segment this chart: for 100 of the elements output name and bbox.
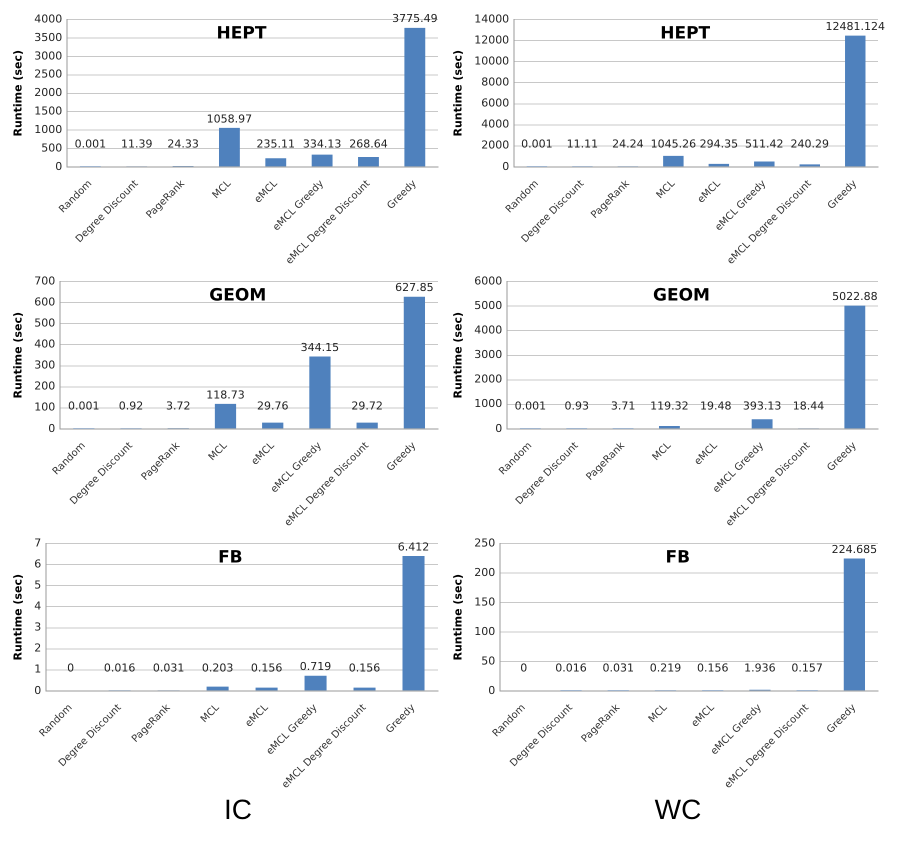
data-label: 5022.88 (832, 290, 878, 303)
y-tick-label: 150 (474, 595, 496, 608)
chart-title: GEOM (209, 286, 266, 306)
bar (358, 157, 379, 166)
bar (312, 154, 333, 166)
y-tick-label: 600 (34, 296, 56, 309)
data-label: 6.412 (398, 540, 430, 554)
y-tick-label: 2000 (481, 138, 510, 152)
y-tick-label: 3 (34, 620, 42, 634)
data-label: 18.44 (792, 399, 824, 412)
x-tick-label: MCL (198, 702, 222, 726)
data-label: 0 (520, 661, 528, 674)
data-label: 118.73 (206, 388, 245, 402)
data-label: 240.29 (790, 137, 830, 150)
text: WC (654, 794, 702, 826)
bar (356, 422, 378, 428)
x-tick-label: MCL (206, 440, 230, 464)
y-tick-label: 7 (34, 536, 42, 550)
bar (214, 404, 236, 428)
y-tick-label: 0 (55, 160, 62, 173)
data-label: 3.72 (166, 399, 191, 412)
bar (218, 128, 240, 166)
data-label: 0.016 (555, 661, 587, 674)
bar (754, 162, 775, 166)
chart-title: HEPT (660, 24, 711, 44)
y-tick-label: 0 (48, 422, 56, 435)
y-tick-label: 14000 (474, 12, 510, 26)
text: IC (223, 794, 253, 826)
y-tick-label: 6000 (481, 96, 510, 110)
y-tick-label: 5000 (474, 299, 502, 312)
y-axis-title: Runtime (sec) (451, 312, 464, 399)
data-label: 3.71 (610, 399, 636, 412)
bar (658, 426, 680, 428)
y-tick-label: 3500 (34, 30, 62, 44)
data-label: 511.42 (745, 137, 784, 150)
y-tick-label: 200 (34, 380, 56, 393)
data-label: 0.001 (74, 137, 106, 150)
data-label: 0.156 (250, 661, 282, 674)
data-label: 12481.124 (826, 20, 886, 33)
y-tick-label: 4000 (481, 118, 510, 131)
data-label: 24.24 (612, 137, 644, 150)
data-label: 11.11 (566, 137, 598, 150)
bar (402, 556, 425, 690)
data-label: 0 (67, 661, 74, 674)
bar (354, 688, 376, 690)
y-tick-label: 250 (474, 536, 496, 550)
y-tick-label: 200 (474, 566, 496, 579)
data-label: 344.15 (300, 340, 340, 354)
data-label: 0.016 (104, 661, 136, 674)
y-tick-label: 0 (488, 684, 496, 697)
data-label: 0.92 (118, 399, 144, 412)
y-tick-label: 400 (34, 338, 56, 351)
y-tick-label: 2 (34, 642, 42, 655)
x-tick-label: MCL (646, 702, 670, 726)
data-label: 0.157 (791, 661, 823, 674)
data-label: 235.11 (256, 137, 296, 150)
y-tick-label: 8000 (481, 76, 510, 89)
y-tick-label: 1000 (474, 397, 502, 410)
data-label: 29.76 (256, 399, 288, 412)
y-axis-title: Runtime (sec) (11, 312, 24, 399)
y-tick-label: 1000 (34, 122, 62, 136)
data-label: 224.685 (832, 542, 878, 556)
data-label: 11.39 (120, 137, 152, 150)
chart-title: FB (218, 548, 243, 568)
y-tick-label: 4000 (34, 12, 62, 26)
chart-title: GEOM (653, 286, 710, 306)
bar (663, 156, 684, 166)
bar (265, 158, 286, 166)
x-tick-label: MCL (210, 178, 234, 202)
y-tick-label: 4 (34, 600, 42, 613)
chart-title: FB (665, 548, 690, 568)
y-tick-label: 100 (34, 400, 56, 414)
x-tick-label: MCL (650, 440, 674, 464)
bar (844, 306, 866, 428)
bar (304, 676, 327, 690)
data-label: 0.031 (602, 661, 634, 674)
y-tick-label: 0 (34, 684, 42, 697)
y-tick-label: 1 (34, 662, 42, 676)
data-label: 29.72 (351, 399, 383, 412)
y-tick-label: 6 (34, 558, 42, 571)
y-tick-label: 100 (474, 624, 496, 638)
y-axis-title: Runtime (sec) (451, 574, 464, 661)
data-label: 1058.97 (206, 112, 252, 126)
bar (844, 558, 866, 690)
bar (262, 422, 284, 428)
y-tick-label: 500 (34, 316, 56, 330)
y-tick-label: 0 (502, 160, 510, 173)
data-label: 0.001 (521, 137, 553, 150)
y-tick-label: 2000 (474, 372, 502, 386)
y-tick-label: 6000 (474, 274, 502, 288)
x-tick-label: MCL (654, 178, 678, 202)
y-tick-label: 2500 (34, 68, 62, 81)
y-tick-label: 0 (495, 422, 502, 435)
y-axis-title: Runtime (sec) (451, 50, 464, 137)
y-tick-label: 3000 (34, 49, 62, 62)
data-label: 0.156 (696, 661, 728, 674)
data-label: 1.936 (744, 661, 776, 674)
y-tick-label: 700 (34, 274, 56, 288)
y-tick-label: 5 (34, 578, 42, 592)
bar (752, 419, 773, 428)
